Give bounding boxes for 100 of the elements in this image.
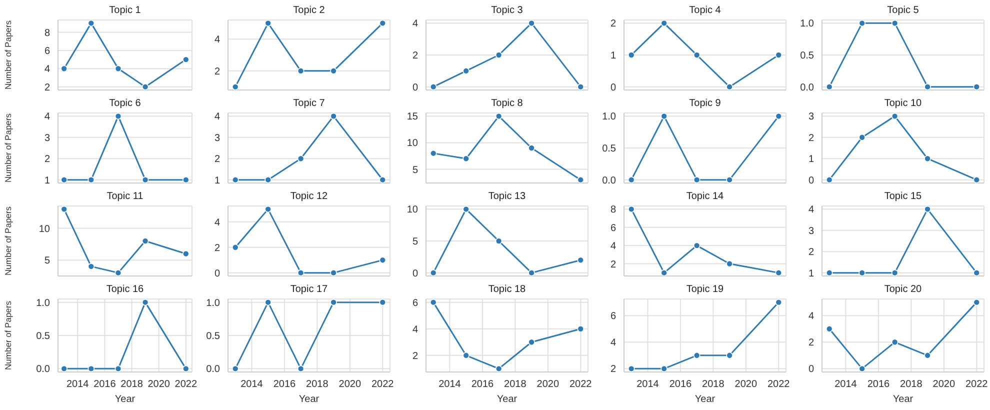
y-tick-label: 4 (412, 18, 418, 30)
y-tick-label: 0.5 (206, 331, 220, 342)
x-tick-label: 2020 (148, 379, 170, 390)
y-tick-label: 1 (808, 268, 814, 280)
chart-title: Topic 19 (685, 284, 725, 295)
chart-title: Topic 16 (105, 284, 145, 295)
point (495, 52, 502, 58)
x-axis-title: Year (496, 394, 518, 405)
y-tick-label: 3 (808, 112, 814, 123)
point (891, 113, 898, 120)
y-tick-label: 15 (406, 112, 418, 123)
chart-title: Topic 3 (490, 5, 524, 16)
y-tick-label: 4 (610, 241, 616, 252)
y-tick-label: 1.0 (36, 298, 50, 309)
x-tick-label: 2020 (536, 379, 560, 390)
point (973, 299, 980, 306)
y-tick-label: 0 (412, 82, 418, 94)
x-tick-label: 2014 (834, 379, 858, 390)
point (693, 352, 700, 359)
y-tick-label: 2 (412, 350, 418, 362)
point (858, 134, 866, 141)
point (495, 365, 502, 372)
y-tick-label: 1 (610, 50, 616, 62)
chart-title: Topic 18 (487, 284, 527, 295)
x-axis-title: Year (694, 394, 716, 405)
y-tick-label: 2 (808, 247, 814, 258)
x-tick-label: 2014 (240, 379, 264, 390)
point (858, 365, 866, 372)
point (114, 65, 122, 72)
y-tick-label: 4 (412, 324, 418, 336)
chart-title: Topic 15 (883, 191, 923, 202)
y-tick-label: 2 (808, 338, 814, 349)
y-tick-label: 2 (610, 259, 616, 270)
y-tick-label: 4 (214, 217, 220, 228)
x-tick-label: 2018 (702, 379, 725, 390)
y-tick-label: 5 (412, 164, 418, 176)
y-tick-label: 0.0 (36, 364, 50, 376)
x-tick-label: 2016 (94, 379, 116, 390)
y-tick-label: 4 (214, 112, 220, 123)
x-axis-title: Year (114, 394, 136, 405)
point (528, 20, 535, 27)
point (660, 269, 668, 276)
y-tick-label: 2 (214, 66, 220, 78)
y-tick-label: 0 (808, 175, 814, 186)
point (775, 269, 782, 276)
x-tick-label: 2016 (471, 379, 494, 390)
chart-title: Topic 1 (108, 5, 142, 16)
point (88, 20, 95, 27)
x-tick-label: 2016 (867, 379, 890, 390)
x-tick-label: 2022 (174, 379, 198, 390)
point (891, 338, 898, 346)
point (379, 20, 386, 27)
x-tick-label: 2014 (66, 379, 90, 390)
point (577, 83, 584, 90)
x-tick-label: 2018 (120, 379, 144, 390)
point (330, 68, 337, 74)
x-tick-label: 2016 (273, 379, 296, 390)
point (114, 269, 122, 276)
y-tick-label: 3 (214, 132, 220, 144)
point (462, 68, 470, 74)
chart-title: Topic 20 (883, 284, 923, 295)
chart-title: Topic 17 (289, 284, 329, 295)
y-tick-label: 6 (610, 311, 616, 322)
chart-title: Topic 8 (490, 98, 524, 109)
point (430, 83, 437, 90)
point (462, 352, 470, 359)
point (826, 176, 833, 183)
point (628, 206, 635, 213)
y-tick-label: 4 (44, 64, 50, 76)
point (60, 65, 68, 72)
point (528, 338, 535, 346)
x-tick-label: 2014 (636, 379, 660, 390)
y-axis-title: Number of Papers (3, 20, 14, 90)
y-tick-label: 10 (38, 224, 50, 235)
x-tick-label: 2020 (734, 379, 758, 390)
y-tick-label: 1.0 (800, 18, 814, 30)
point (528, 144, 535, 152)
y-axis-title: Number of Papers (3, 301, 14, 370)
point (462, 155, 470, 162)
y-tick-label: 1 (808, 154, 814, 166)
point (232, 83, 239, 90)
x-tick-label: 2018 (504, 379, 527, 390)
y-tick-label: 0 (610, 82, 616, 94)
chart-title: Topic 5 (886, 5, 920, 16)
y-tick-label: 0.5 (800, 50, 814, 62)
y-tick-label: 1 (214, 175, 220, 186)
x-tick-label: 2016 (669, 379, 692, 390)
point (577, 325, 584, 332)
y-tick-label: 8 (610, 204, 616, 216)
y-tick-label: 0.5 (602, 144, 616, 155)
point (142, 83, 149, 90)
point (232, 244, 239, 251)
point (775, 299, 782, 306)
chart-title: Topic 7 (292, 98, 326, 109)
point (495, 113, 502, 120)
x-tick-label: 2022 (768, 379, 790, 390)
y-tick-label: 2 (214, 242, 220, 254)
point (182, 250, 190, 258)
x-tick-label: 2014 (438, 379, 462, 390)
y-tick-label: 0.0 (206, 364, 220, 376)
